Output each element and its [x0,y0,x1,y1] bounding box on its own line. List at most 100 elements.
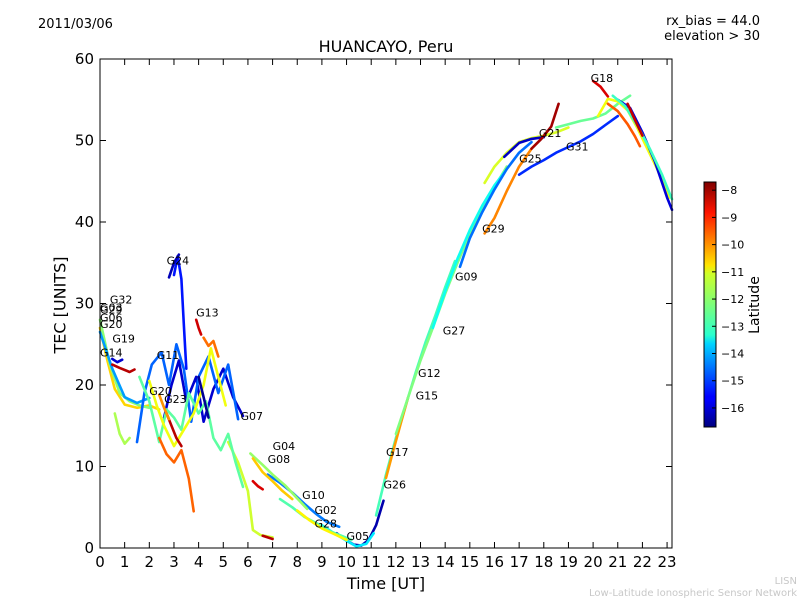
tec-series-28 [111,357,124,364]
satellite-label-g24: G24 [167,254,190,267]
satellite-label-g26: G26 [384,479,407,492]
tec-series-21 [616,98,674,212]
rx-bias-label: rx_bias = 44.0 [666,14,760,29]
satellite-label-g31: G31 [566,140,589,153]
satellite-label-g17: G17 [386,446,409,459]
tec-series-27 [111,363,136,374]
colorbar-tick-label: −12 [721,293,744,306]
satellite-label-g32: G32 [110,294,133,307]
x-tick-label: 13 [411,553,430,571]
x-tick-label: 0 [95,553,105,571]
x-tick-label: 4 [194,553,204,571]
satellite-label-g05: G05 [347,530,370,543]
satellite-label-g13: G13 [196,307,219,320]
satellite-label-g11: G11 [157,349,180,362]
tec-series-23 [626,102,644,137]
tec-series-39 [194,318,203,336]
tec-series-43 [167,253,181,279]
tec-series-20 [606,102,642,148]
y-tick-label: 40 [75,213,94,231]
tec-series-18 [591,79,610,98]
satellite-label-g12: G12 [418,367,441,380]
colorbar-tick-label: −10 [721,239,744,252]
satellite-label-g20: G20 [100,318,123,331]
tec-series-4 [295,509,348,542]
tec-series-3 [278,497,353,542]
footer-network-name: Low-Latitude Ionospheric Sensor Network [589,588,797,599]
satellite-label-g10: G10 [302,489,325,502]
tec-series-44 [157,393,171,421]
y-tick-label: 10 [75,458,94,476]
date-label: 2011/03/06 [38,17,113,32]
satellite-label-g15: G15 [416,390,439,403]
tec-series-42 [172,254,188,371]
tec-series-22 [611,94,674,201]
tec-series-26 [98,330,151,405]
x-tick-label: 10 [337,553,356,571]
x-axis-label: Time [UT] [346,574,426,593]
axis-layer: 0 1 2 3 4 5 6 7 8 9 10 11 12 13 14 15 16 17 18 19 20 21 22 2301… [75,50,677,571]
y-tick-label: 60 [75,50,94,68]
x-tick-label: 2 [145,553,155,571]
satellite-label-g14: G14 [100,346,123,359]
satellite-label-g03: G03 [100,302,123,315]
satellite-label-g02: G02 [315,504,338,517]
satellite-label-g20: G20 [149,385,172,398]
tec-series-9 [394,165,509,436]
satellite-label-g09: G09 [455,271,478,284]
data-layer [98,79,674,548]
tec-series-16 [517,114,620,176]
x-tick-label: 9 [317,553,327,571]
satellite-label-g25: G25 [519,153,542,166]
tec-series-5 [249,452,309,511]
x-tick-label: 15 [460,553,479,571]
satellite-label-g23: G23 [164,393,187,406]
x-tick-label: 19 [559,553,578,571]
satellite-labels: G03G29G32G06G20G19G14G24G13G11G20G23G07G… [100,72,613,543]
tec-series-14 [502,135,546,159]
x-tick-label: 22 [633,553,652,571]
tec-series-33 [162,359,245,424]
colorbar [703,181,717,428]
tec-series-10 [431,167,509,330]
tec-series-12 [483,147,533,235]
tec-series-40 [197,375,210,419]
satellite-label-g18: G18 [591,72,614,85]
colorbar-tick-label: −15 [721,375,744,388]
tec-series-17 [554,94,632,129]
tec-series-36 [148,346,227,448]
colorbar-ticks: −16 −15 −14 −13 −12 −11 −10 −9 −8 [712,184,744,415]
colorbar-tick-label: −8 [721,184,737,197]
satellite-label-g07: G07 [241,410,264,423]
y-tick-label: 30 [75,295,94,313]
tec-series-34 [135,342,240,444]
satellite-label-g06: G06 [100,311,123,324]
satellite-label-g29: G29 [482,223,505,236]
x-tick-label: 8 [292,553,302,571]
satellite-label-g28: G28 [315,518,338,531]
tec-series-37 [157,436,195,513]
x-tick-label: 3 [169,553,179,571]
x-tick-label: 21 [608,553,627,571]
colorbar-tick-label: −14 [721,348,744,361]
tec-series-41 [202,336,220,358]
x-tick-label: 18 [534,553,553,571]
colorbar-tick-label: −9 [721,211,737,224]
tec-series-15 [530,102,560,150]
tec-series-32 [251,479,265,491]
x-tick-label: 16 [485,553,504,571]
x-tick-label: 1 [120,553,130,571]
colorbar-tick-label: −16 [721,402,744,415]
tec-series-31 [261,534,274,541]
tec-series-11 [458,140,533,269]
x-tick-label: 14 [436,553,455,571]
colorbar-tick-label: −13 [721,320,744,333]
colorbar-tick-label: −11 [721,266,744,279]
satellite-label-g04: G04 [273,440,296,453]
satellite-label-g19: G19 [112,333,135,346]
x-tick-label: 12 [386,553,405,571]
satellite-label-g21: G21 [539,127,562,140]
y-tick-label: 20 [75,376,94,394]
elevation-label: elevation > 30 [664,29,760,44]
